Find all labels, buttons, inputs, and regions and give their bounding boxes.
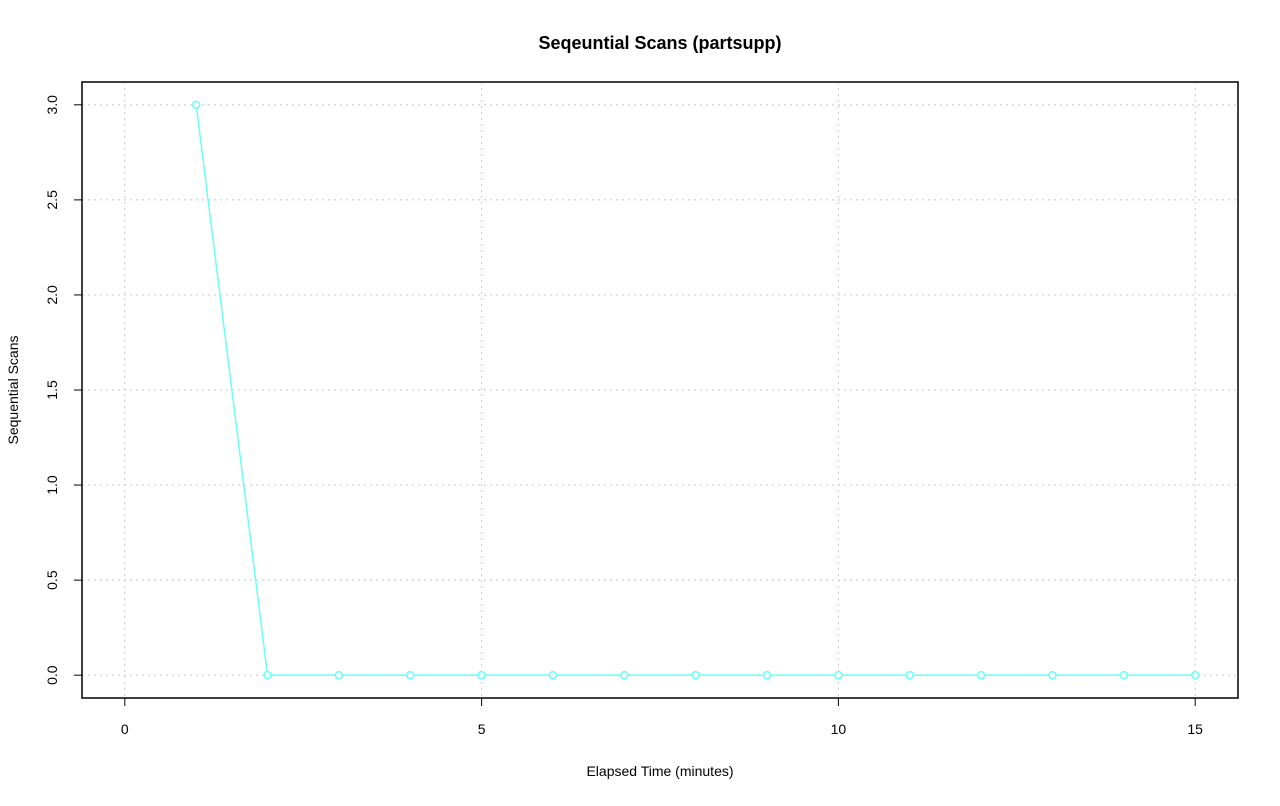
- y-axis-label: Sequential Scans: [5, 336, 21, 445]
- data-point: [334, 670, 344, 680]
- data-point: [834, 670, 843, 680]
- y-tick-label: 2.5: [44, 190, 60, 210]
- x-tick-label: 10: [831, 721, 847, 737]
- chart-title: Seqeuntial Scans (partsupp): [538, 33, 781, 53]
- data-point: [762, 670, 772, 680]
- data-point: [620, 670, 629, 680]
- data-point: [1190, 670, 1200, 680]
- data-point: [1119, 670, 1129, 680]
- y-tick-label: 0.5: [44, 570, 60, 590]
- data-point: [405, 670, 415, 680]
- x-tick-label: 5: [478, 721, 486, 737]
- x-tick-label: 15: [1187, 721, 1203, 737]
- data-point: [976, 670, 986, 680]
- y-tick-label: 0.0: [44, 665, 60, 685]
- data-point: [477, 670, 486, 680]
- y-tick-label: 1.0: [44, 475, 60, 495]
- x-axis-label: Elapsed Time (minutes): [586, 763, 733, 779]
- y-tick-label: 1.5: [44, 380, 60, 400]
- data-point: [691, 670, 700, 680]
- data-point: [263, 670, 272, 680]
- data-point: [905, 670, 915, 680]
- data-point: [191, 100, 201, 110]
- y-tick-label: 3.0: [44, 95, 60, 115]
- data-point: [1048, 670, 1057, 680]
- data-point: [548, 670, 558, 680]
- x-tick-label: 0: [121, 721, 129, 737]
- y-tick-label: 2.0: [44, 285, 60, 305]
- plot-frame: [81, 81, 1239, 699]
